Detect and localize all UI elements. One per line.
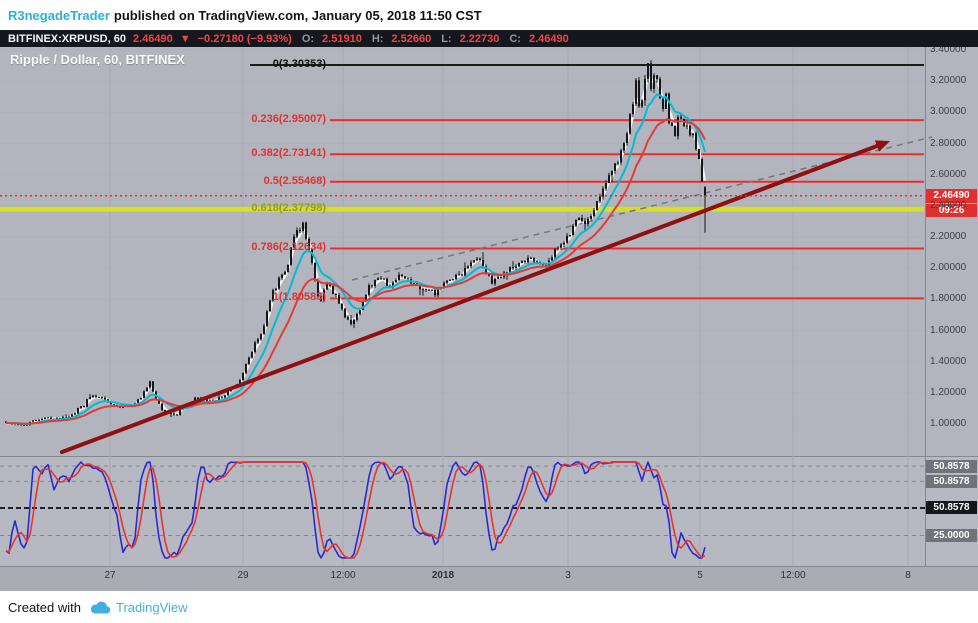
tradingview-logo-icon[interactable]	[89, 600, 111, 615]
footer-bar: Created with TradingView	[0, 591, 978, 623]
close-label: C:	[509, 32, 521, 45]
open-label: O:	[301, 32, 315, 45]
publish-bar: R3negadeTrader published on TradingView.…	[0, 0, 978, 30]
last-price: 2.46490	[132, 32, 173, 45]
low-label: L:	[441, 32, 452, 45]
indicator-pane-background	[0, 456, 978, 566]
author-link[interactable]: R3negadeTrader	[8, 7, 110, 23]
open-value: 2.51910	[322, 32, 362, 45]
publish-info: published on TradingView.com, January 05…	[113, 7, 482, 23]
chart-background	[0, 47, 978, 456]
low-value: 2.22730	[459, 32, 500, 45]
time-axis[interactable]	[0, 566, 978, 591]
close-value: 2.46490	[528, 32, 569, 45]
price-change: −0.27180 (−9.93%)	[197, 32, 292, 45]
price-axis-border	[925, 47, 926, 566]
created-with-text: Created with	[8, 599, 81, 615]
high-value: 2.52660	[391, 32, 432, 45]
symbol-bar: BITFINEX:XRPUSD, 60 2.46490 ▼ −0.27180 (…	[0, 30, 978, 47]
high-label: H:	[371, 32, 384, 45]
tradingview-link[interactable]: TradingView	[115, 599, 188, 615]
symbol-name[interactable]: BITFINEX:XRPUSD, 60	[8, 32, 126, 45]
down-arrow-icon: ▼	[179, 32, 191, 45]
